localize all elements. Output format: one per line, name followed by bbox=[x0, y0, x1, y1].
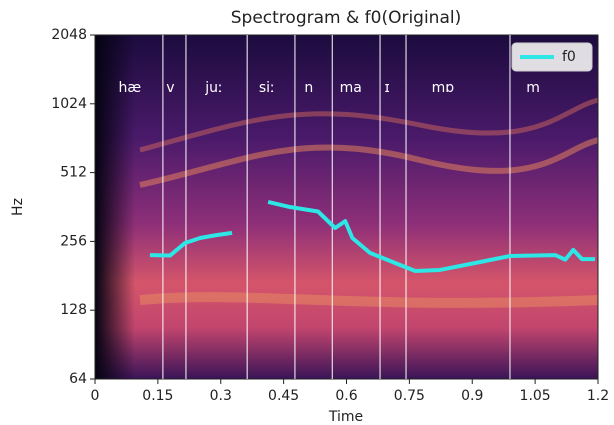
legend-label: f0 bbox=[562, 49, 576, 65]
x-tick-label: 1.05 bbox=[520, 388, 551, 404]
legend: f0 bbox=[511, 42, 593, 72]
x-tick-label: 0.45 bbox=[268, 388, 299, 404]
f0-line bbox=[149, 199, 596, 273]
phoneme-label: m bbox=[526, 80, 540, 96]
phoneme-label: ma bbox=[340, 80, 362, 96]
phoneme-label: ɪ bbox=[385, 80, 390, 96]
x-tick-label: 0.6 bbox=[335, 388, 357, 404]
x-tick-label: 0.9 bbox=[461, 388, 483, 404]
y-tick-label: 256 bbox=[60, 233, 87, 249]
phoneme-label: mɒ bbox=[432, 80, 455, 96]
y-tick-label: 1024 bbox=[51, 96, 87, 112]
phoneme-label: n bbox=[304, 80, 313, 96]
y-tick-label: 64 bbox=[69, 371, 87, 387]
y-axis-label: Hz bbox=[10, 198, 26, 216]
spectrogram bbox=[95, 35, 598, 379]
y-tick-label: 512 bbox=[60, 165, 87, 181]
phoneme-label: v bbox=[166, 80, 174, 96]
x-tick-label: 0.3 bbox=[210, 388, 232, 404]
phoneme-label: hæ bbox=[118, 80, 141, 96]
x-tick-label: 1.2 bbox=[587, 388, 609, 404]
x-tick-label: 0.15 bbox=[142, 388, 173, 404]
x-axis-label: Time bbox=[328, 409, 363, 425]
y-tick-label: 128 bbox=[60, 302, 87, 318]
phoneme-label: siː bbox=[259, 80, 275, 96]
x-tick-label: 0 bbox=[91, 388, 100, 404]
phoneme-label: juː bbox=[204, 80, 222, 96]
x-tick-label: 0.75 bbox=[394, 388, 425, 404]
chart-title: Spectrogram & f0(Original) bbox=[231, 8, 461, 28]
y-tick-label: 2048 bbox=[51, 27, 87, 43]
